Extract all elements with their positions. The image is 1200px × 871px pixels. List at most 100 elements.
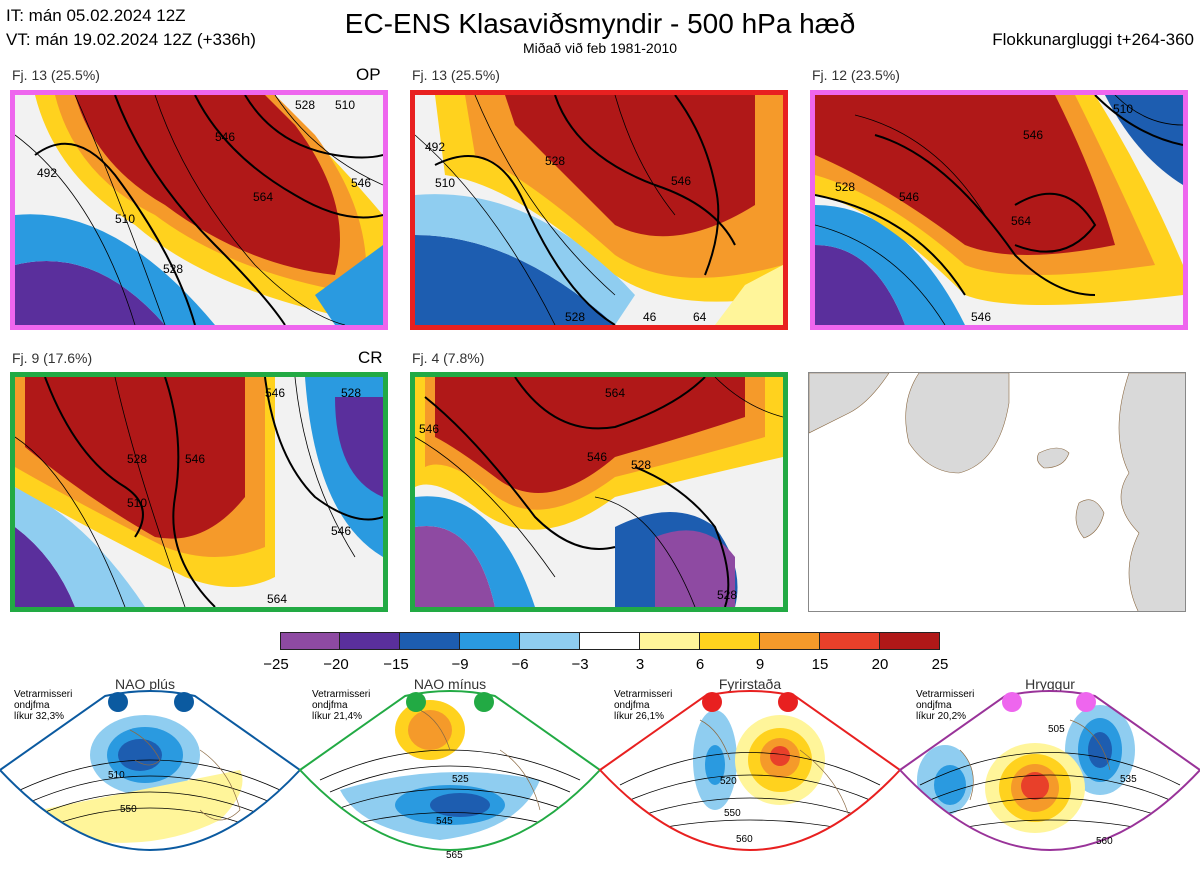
colorbar-tick: −20	[323, 656, 349, 673]
regime-contour-label: 565	[446, 850, 463, 861]
contour-label: 46	[643, 310, 657, 324]
cluster-4-label: Fj. 9 (17.6%)	[12, 350, 93, 366]
colorbar-bin	[580, 632, 640, 650]
contour-label: 528	[163, 262, 183, 276]
regime-contour-label: 510	[108, 770, 125, 781]
colorbar-tick: −3	[571, 656, 589, 673]
regime-4-note: Vetrarmisseri ondjfma líkur 20,2%	[916, 689, 975, 722]
cluster-3-map: 546 546 564 528 510 546	[810, 90, 1188, 330]
colorbar-bin	[760, 632, 820, 650]
regime-1-note: Vetrarmisseri ondjfma líkur 32,3%	[14, 689, 73, 722]
regime-maps: 510 550 525 545 565	[0, 690, 1200, 861]
page-subtitle: Miðað við feb 1981-2010	[522, 40, 678, 56]
regime-1-marker	[174, 692, 194, 712]
colorbar-tick: 3	[635, 656, 645, 673]
classification-window: Flokkunargluggi t+264-360	[992, 30, 1194, 49]
contour-label: 546	[185, 452, 205, 466]
contour-label: 492	[37, 166, 57, 180]
cluster-1-label: Fj. 13 (25.5%)	[12, 67, 100, 83]
regime-contour-label: 550	[120, 804, 137, 815]
regime-4-marker	[1002, 692, 1022, 712]
contour-label: 528	[341, 386, 361, 400]
cluster-2-label: Fj. 13 (25.5%)	[412, 67, 500, 83]
colorbar-bin	[880, 632, 940, 650]
regime-2-title: NAO mínus	[413, 676, 487, 692]
contour-label: 546	[265, 386, 285, 400]
regime-4-map: 505 535 560	[898, 690, 1200, 851]
cluster-1-map: 492 510 528 546 564 528 546 510	[10, 90, 388, 330]
issue-time: IT: mán 05.02.2024 12Z	[6, 6, 186, 25]
contour-label: 528	[835, 180, 855, 194]
regime-contour-label: 520	[720, 776, 737, 787]
colorbar-tick: −15	[383, 656, 409, 673]
contour-label: 510	[127, 496, 147, 510]
contour-label: 546	[971, 310, 991, 324]
contour-label: 546	[419, 422, 439, 436]
colorbar-tick: 20	[871, 656, 889, 673]
regime-contour-label: 550	[724, 808, 741, 819]
regime-contour-label: 535	[1120, 774, 1137, 785]
contour-label: 510	[115, 212, 135, 226]
regime-3-note: Vetrarmisseri ondjfma líkur 26,1%	[614, 689, 673, 722]
colorbar-tick: −9	[451, 656, 469, 673]
colorbar-bin	[520, 632, 580, 650]
contour-label: 528	[127, 452, 147, 466]
contour-label: 564	[1011, 214, 1031, 228]
colorbar-tick: 25	[931, 656, 949, 673]
regime-2-note: Vetrarmisseri ondjfma líkur 21,4%	[312, 689, 371, 722]
contour-label: 546	[899, 190, 919, 204]
regime-3-title: Fyrirstaða	[718, 676, 782, 692]
colorbar-bin	[340, 632, 400, 650]
cluster-4-map: 528 510 546 546 528 546 564	[10, 372, 388, 612]
page-title: EC-ENS Klasaviðsmyndir - 500 hPa hæð	[344, 8, 856, 39]
colorbar-bin	[640, 632, 700, 650]
colorbar-bin	[400, 632, 460, 650]
cluster-3-label: Fj. 12 (23.5%)	[812, 67, 900, 83]
colorbar-bin	[460, 632, 520, 650]
contour-label: 510	[335, 98, 355, 112]
contour-label: 64	[693, 310, 707, 324]
cluster-5-label: Fj. 4 (7.8%)	[412, 350, 485, 366]
contour-label: 564	[605, 386, 625, 400]
cluster-2-map: 492 510 528 546 528 46 64	[410, 90, 788, 330]
colorbar-bin	[820, 632, 880, 650]
regime-1-marker	[108, 692, 128, 712]
regime-contour-label: 525	[452, 774, 469, 785]
cluster-1-tag: OP	[356, 65, 381, 84]
regime-contour-label: 505	[1048, 724, 1065, 735]
contour-label: 528	[717, 588, 737, 602]
regime-2-map: 525 545 565	[298, 690, 602, 861]
regime-1-title: NAO plús	[115, 676, 175, 692]
regime-4-title: Hryggur	[1025, 676, 1075, 692]
contour-label: 528	[295, 98, 315, 112]
contour-label: 528	[565, 310, 585, 324]
contour-label: 546	[215, 130, 235, 144]
colorbar-tick: −25	[263, 656, 289, 673]
contour-label: 492	[425, 140, 445, 154]
colorbar-tick: −6	[511, 656, 529, 673]
contour-label: 528	[545, 154, 565, 168]
regime-2-marker	[474, 692, 494, 712]
contour-label: 528	[631, 458, 651, 472]
regime-2-marker	[406, 692, 426, 712]
base-map	[808, 372, 1186, 612]
regime-3-marker	[778, 692, 798, 712]
contour-label: 546	[587, 450, 607, 464]
regime-4-marker	[1076, 692, 1096, 712]
contour-label: 564	[267, 592, 287, 606]
contour-label: 564	[253, 190, 273, 204]
colorbar-tick: 6	[695, 656, 705, 673]
colorbar-bin	[280, 632, 340, 650]
contour-label: 546	[351, 176, 371, 190]
contour-label: 546	[671, 174, 691, 188]
regime-contour-label: 560	[736, 834, 753, 845]
regime-contour-label: 545	[436, 816, 453, 827]
cluster-4-tag: CR	[358, 348, 383, 367]
contour-label: 510	[435, 176, 455, 190]
contour-label: 546	[1023, 128, 1043, 142]
valid-time: VT: mán 19.02.2024 12Z (+336h)	[6, 30, 256, 49]
colorbar-tick: 15	[811, 656, 829, 673]
colorbar-tick: 9	[755, 656, 765, 673]
regime-3-map: 520 550 560	[598, 690, 902, 851]
regime-1-map: 510 550	[0, 690, 302, 851]
